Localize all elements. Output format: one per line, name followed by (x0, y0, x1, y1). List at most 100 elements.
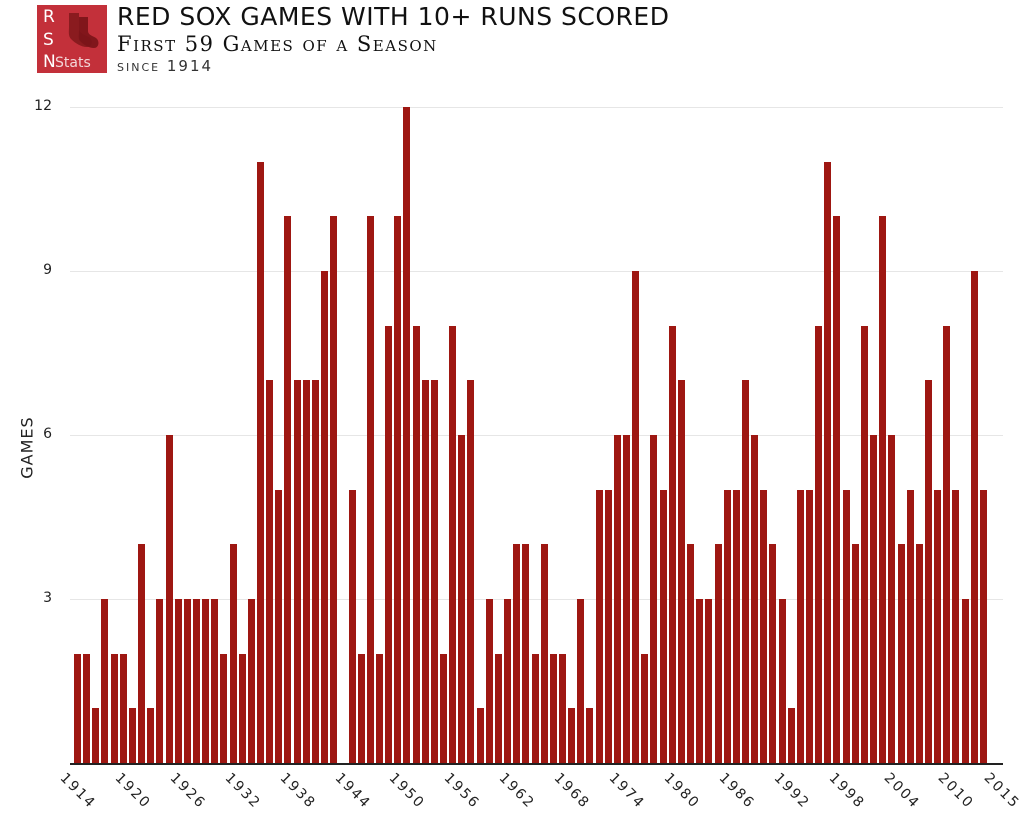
bar-1981 (687, 544, 695, 763)
x-tick-label: 1956 (440, 770, 484, 813)
bar-2008 (934, 489, 942, 763)
x-tick-label: 1920 (111, 770, 154, 813)
bar-1983 (705, 599, 713, 763)
bar-1973 (613, 435, 621, 763)
bar-2006 (915, 544, 923, 763)
y-tick-label: 6 (43, 426, 52, 442)
bar-2010 (952, 489, 960, 763)
y-tick-label: 3 (43, 590, 52, 606)
bar-1922 (147, 708, 155, 763)
logo-letter-n: N (43, 52, 56, 72)
bar-1977 (650, 435, 658, 763)
x-tick-label: 1950 (386, 770, 429, 813)
x-tick-label: 1998 (825, 770, 868, 813)
bar-1965 (540, 544, 548, 763)
bar-1942 (330, 216, 338, 763)
bar-2013 (979, 489, 987, 763)
bar-1967 (558, 653, 566, 763)
red-sox-logo-icon (68, 13, 99, 48)
y-tick-label: 9 (43, 262, 52, 278)
bar-1970 (586, 708, 594, 763)
bar-2011 (961, 599, 969, 763)
x-tick-label: 1980 (660, 770, 703, 813)
x-tick-label: 1974 (605, 770, 648, 813)
bar-1988 (751, 435, 759, 763)
bar-1921 (138, 544, 146, 763)
bar-1979 (668, 325, 676, 763)
bar-2000 (860, 325, 868, 763)
bar-1993 (796, 489, 804, 763)
bar-1992 (787, 708, 795, 763)
x-tick-label: 1944 (331, 770, 374, 813)
bar-1935 (266, 380, 274, 763)
bar-1937 (284, 216, 292, 763)
bar-1991 (778, 599, 786, 763)
bar-1995 (815, 325, 823, 763)
bar-1929 (211, 599, 219, 763)
x-tick-label: 1962 (495, 770, 539, 813)
bar-1989 (760, 489, 768, 763)
bar-1980 (677, 380, 685, 763)
bar-1966 (549, 653, 557, 763)
x-tick-label: 1938 (276, 770, 319, 813)
bar-1997 (833, 216, 841, 763)
rsn-stats-logo: R S N Stats (37, 5, 107, 73)
bar-1961 (504, 599, 512, 763)
bar-1982 (696, 599, 704, 763)
x-tick-label: 2004 (880, 770, 923, 813)
bar-2009 (943, 325, 951, 763)
bar-1953 (430, 380, 438, 763)
bar-1914 (74, 653, 81, 763)
bar-1947 (375, 653, 383, 763)
bar-1949 (394, 216, 402, 763)
bar-1930 (220, 653, 228, 763)
bar-1923 (156, 599, 164, 763)
bar-2007 (924, 380, 932, 763)
bar-1964 (531, 653, 539, 763)
bar-1939 (302, 380, 310, 763)
bar-1986 (732, 489, 740, 763)
bar-1933 (247, 599, 255, 763)
bar-1994 (806, 489, 813, 763)
bar-1971 (595, 489, 603, 763)
bar-2005 (906, 489, 914, 763)
bar-1934 (257, 161, 264, 763)
bar-1984 (714, 544, 722, 763)
bar-1974 (623, 435, 630, 763)
bar-1987 (741, 380, 749, 763)
bar-1976 (641, 653, 649, 763)
x-tick-label: 1914 (56, 770, 99, 813)
bar-1945 (357, 653, 365, 763)
x-tick-label: 2010 (935, 770, 978, 813)
bar-1972 (604, 489, 612, 763)
bar-1926 (183, 599, 191, 763)
logo-letter-s: S (43, 30, 54, 50)
logo-letter-r: R (43, 7, 55, 27)
bar-1998 (842, 489, 850, 763)
bar-1962 (513, 544, 521, 763)
x-tick-label: 1992 (770, 770, 813, 813)
bar-1941 (321, 271, 329, 763)
y-tick-label: 12 (34, 98, 52, 114)
bar-1963 (522, 544, 530, 763)
bar-1915 (83, 653, 91, 763)
bar-1916 (92, 708, 100, 763)
bar-1931 (229, 544, 237, 763)
bar-1968 (568, 708, 576, 763)
bar-1969 (577, 599, 585, 763)
bar-1956 (458, 435, 466, 763)
bar-1999 (851, 544, 859, 763)
bar-1917 (101, 599, 109, 763)
bar-1928 (202, 599, 210, 763)
bar-1985 (723, 489, 731, 763)
x-tick-label: 1926 (166, 770, 209, 813)
bar-2012 (970, 271, 978, 763)
gridline (70, 271, 1003, 272)
bar-1954 (440, 653, 447, 763)
bar-1924 (165, 435, 173, 763)
chart-subtitle: First 59 Games of a Season (117, 32, 438, 56)
bar-1975 (632, 271, 640, 763)
bar-1990 (769, 544, 777, 763)
bar-2004 (897, 544, 905, 763)
bar-1955 (449, 325, 457, 763)
